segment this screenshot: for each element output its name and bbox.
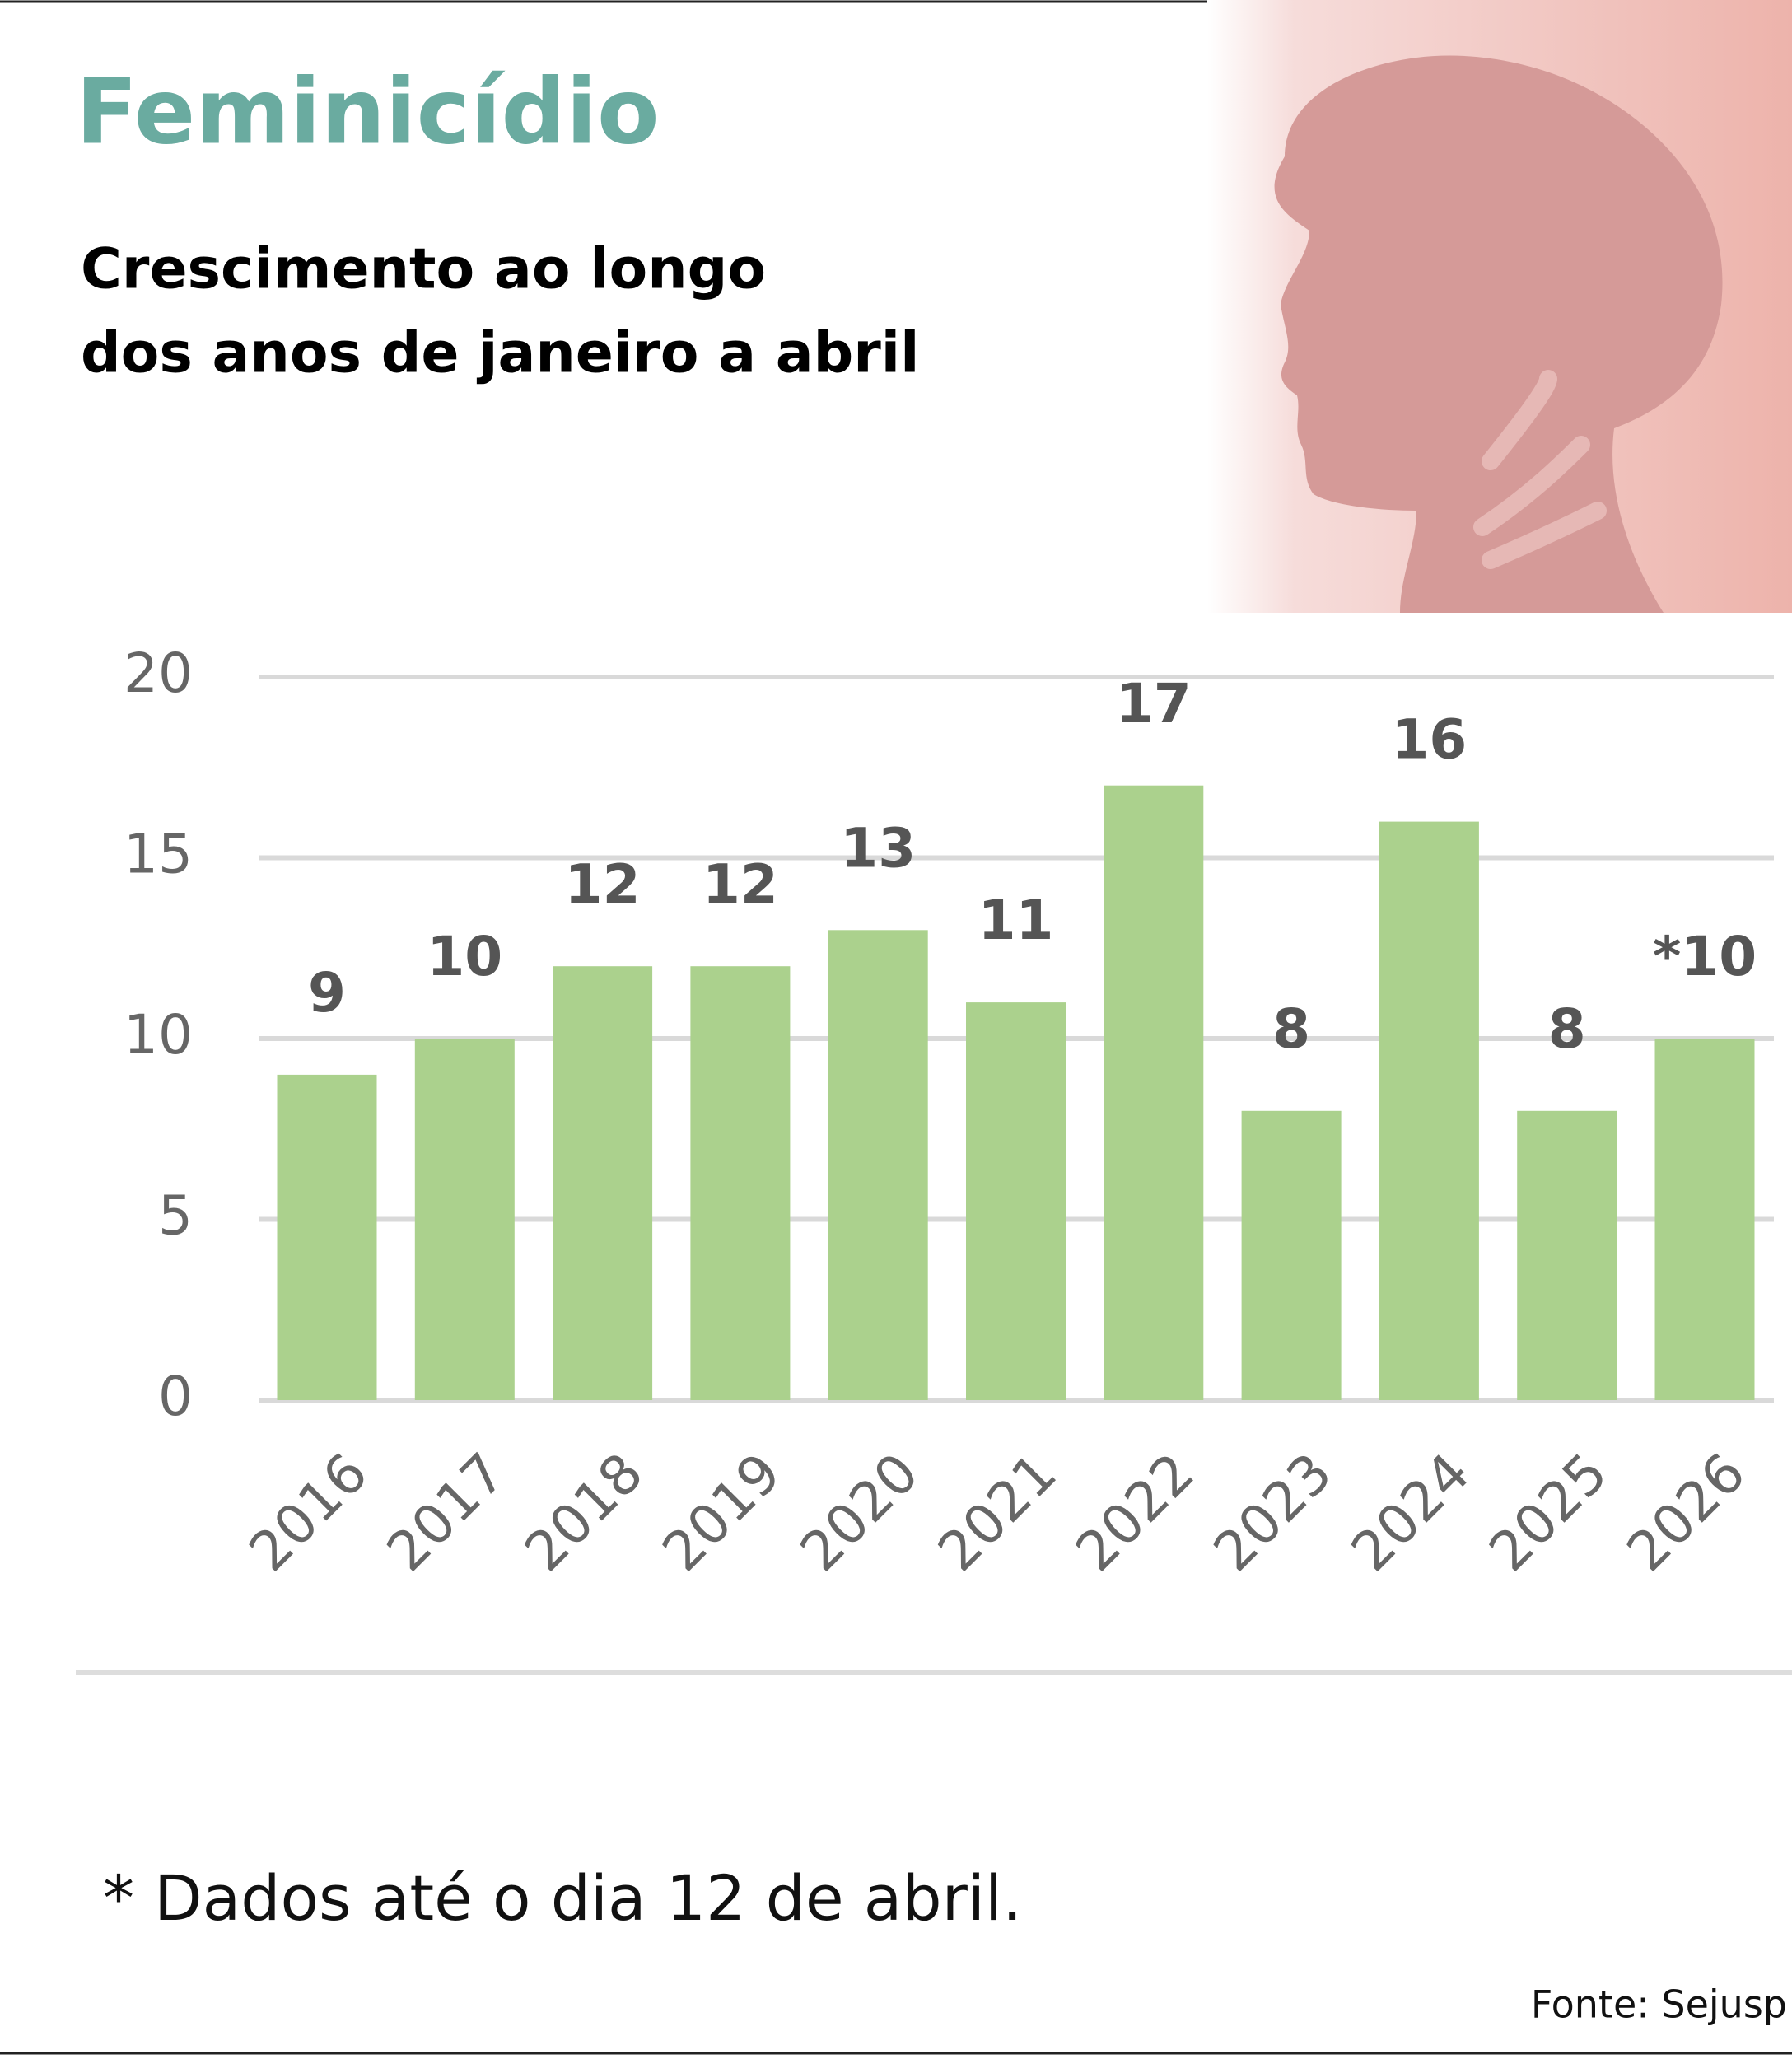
bar xyxy=(414,1039,515,1400)
value-label: *10 xyxy=(1653,925,1757,988)
bar xyxy=(828,930,928,1400)
y-tick-label: 20 xyxy=(124,642,193,705)
y-tick-label: 15 xyxy=(124,823,193,886)
bar xyxy=(966,1002,1066,1400)
bar xyxy=(1517,1110,1617,1400)
subtitle-line: dos anos de janeiro a abril xyxy=(81,321,919,386)
value-label: 12 xyxy=(702,852,778,916)
silhouette xyxy=(1274,55,1723,614)
value-label: 8 xyxy=(1548,997,1586,1061)
value-label: 12 xyxy=(565,852,641,916)
bar xyxy=(1241,1110,1342,1400)
y-tick-label: 0 xyxy=(158,1365,193,1428)
value-label: 17 xyxy=(1116,672,1192,735)
hand xyxy=(1473,370,1607,569)
y-tick-label: 5 xyxy=(158,1184,193,1248)
value-label: 8 xyxy=(1272,997,1310,1061)
value-label: 9 xyxy=(308,961,346,1025)
bar xyxy=(690,966,791,1400)
value-label: 11 xyxy=(978,889,1054,952)
bar xyxy=(553,966,653,1400)
source: Fonte: Sejusp xyxy=(1531,1982,1787,2027)
title: Feminicídio xyxy=(76,58,660,164)
value-label: 13 xyxy=(840,816,916,880)
bar xyxy=(1654,1039,1755,1400)
footnote: * Dados até o dia 12 de abril. xyxy=(103,1861,1022,1935)
value-label: 16 xyxy=(1391,708,1467,772)
bar xyxy=(277,1074,377,1400)
value-label: 10 xyxy=(427,925,502,988)
subtitle-line: Crescimento ao longo xyxy=(81,237,766,302)
bar xyxy=(1379,821,1479,1400)
y-tick-label: 10 xyxy=(124,1003,193,1067)
bar xyxy=(1104,785,1204,1400)
